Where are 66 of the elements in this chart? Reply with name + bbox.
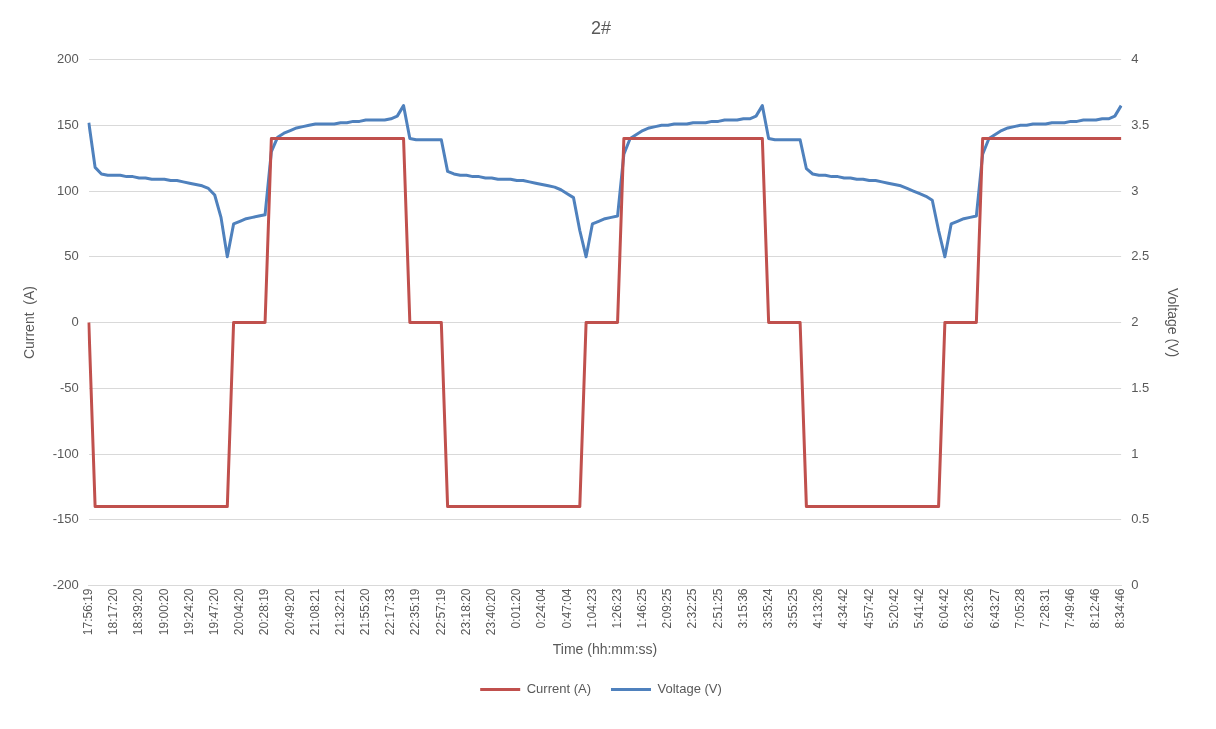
x-tick-label: 3:55:25 bbox=[786, 588, 801, 629]
x-tick-label: 18:39:20 bbox=[131, 588, 146, 636]
x-tick-label: 8:12:46 bbox=[1088, 588, 1103, 629]
y2-tick-label: 2.5 bbox=[1131, 248, 1150, 264]
x-tick-label: 7:28:31 bbox=[1037, 588, 1052, 629]
x-tick-label: 8:34:46 bbox=[1113, 588, 1128, 629]
legend-label: Current (A) bbox=[526, 681, 591, 697]
x-tick-label: 4:13:26 bbox=[811, 588, 826, 629]
x-tick-label: 4:34:42 bbox=[836, 588, 851, 629]
x-axis-title: Time (hh:mm:ss) bbox=[552, 641, 658, 658]
x-tick-label: 23:18:20 bbox=[458, 588, 473, 636]
y-axis-title: Current (A) bbox=[21, 285, 38, 360]
x-tick-label: 20:28:19 bbox=[257, 588, 272, 636]
x-tick-label: 21:08:21 bbox=[307, 588, 322, 636]
x-tick-label: 23:40:20 bbox=[483, 588, 498, 636]
x-tick-label: 2:32:25 bbox=[685, 588, 700, 629]
x-tick-label: 19:47:20 bbox=[207, 588, 222, 636]
x-tick-label: 22:17:33 bbox=[383, 588, 398, 636]
y-tick-label: -200 bbox=[52, 577, 79, 593]
x-tick-label: 2:51:25 bbox=[710, 588, 725, 629]
y2-axis-title: Voltage (V) bbox=[1164, 287, 1181, 358]
x-tick-label: 1:26:23 bbox=[609, 588, 624, 629]
x-tick-label: 19:00:20 bbox=[156, 588, 171, 636]
x-tick-label: 1:04:23 bbox=[584, 588, 599, 629]
x-tick-label: 7:49:46 bbox=[1063, 588, 1078, 629]
y-tick-label: 200 bbox=[57, 51, 79, 67]
x-tick-label: 19:24:20 bbox=[181, 588, 196, 636]
legend-label: Voltage (V) bbox=[657, 681, 722, 697]
x-tick-label: 5:20:42 bbox=[886, 588, 901, 629]
x-tick-label: 6:23:26 bbox=[962, 588, 977, 629]
x-tick-label: 6:43:27 bbox=[987, 588, 1002, 629]
y-tick-label: 0 bbox=[71, 314, 79, 330]
x-tick-label: 3:15:36 bbox=[735, 588, 750, 629]
x-tick-label: 7:05:28 bbox=[1012, 588, 1027, 629]
y-tick-label: 50 bbox=[64, 248, 79, 264]
y-tick-label: -100 bbox=[52, 445, 79, 461]
x-tick-label: 6:04:42 bbox=[937, 588, 952, 629]
x-tick-label: 17:56:19 bbox=[81, 588, 96, 636]
chart-title: 2# bbox=[590, 17, 612, 38]
x-tick-label: 18:17:20 bbox=[106, 588, 121, 636]
y2-tick-label: 0 bbox=[1131, 577, 1139, 593]
x-tick-label: 22:35:19 bbox=[408, 588, 423, 636]
y2-tick-label: 2 bbox=[1131, 314, 1139, 330]
y2-tick-label: 1 bbox=[1131, 445, 1139, 461]
x-tick-label: 0:01:20 bbox=[509, 588, 524, 629]
y2-tick-label: 4 bbox=[1131, 51, 1139, 67]
y2-tick-label: 1.5 bbox=[1131, 379, 1150, 395]
x-tick-label: 20:49:20 bbox=[282, 588, 297, 636]
x-tick-label: 21:32:21 bbox=[332, 588, 347, 636]
x-tick-label: 5:41:42 bbox=[912, 588, 927, 629]
x-tick-label: 2:09:25 bbox=[660, 588, 675, 629]
x-tick-label: 21:55:20 bbox=[358, 588, 373, 636]
y2-tick-label: 3.5 bbox=[1131, 116, 1150, 132]
y-tick-label: -50 bbox=[60, 379, 79, 395]
y-tick-label: -150 bbox=[52, 511, 79, 527]
y-tick-label: 100 bbox=[57, 182, 79, 198]
y2-tick-label: 0.5 bbox=[1131, 511, 1150, 527]
x-tick-label: 22:57:19 bbox=[433, 588, 448, 636]
y-tick-label: 150 bbox=[57, 116, 79, 132]
x-tick-label: 0:24:04 bbox=[534, 588, 549, 629]
x-tick-label: 4:57:42 bbox=[861, 588, 876, 629]
x-tick-label: 1:46:25 bbox=[635, 588, 650, 629]
x-tick-label: 3:35:24 bbox=[760, 588, 775, 629]
x-tick-label: 20:04:20 bbox=[232, 588, 247, 636]
x-tick-label: 0:47:04 bbox=[559, 588, 574, 629]
y2-tick-label: 3 bbox=[1131, 182, 1139, 198]
